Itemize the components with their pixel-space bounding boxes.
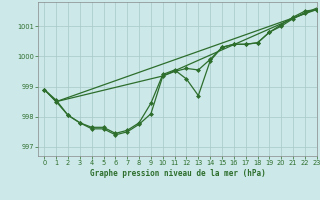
X-axis label: Graphe pression niveau de la mer (hPa): Graphe pression niveau de la mer (hPa): [90, 169, 266, 178]
